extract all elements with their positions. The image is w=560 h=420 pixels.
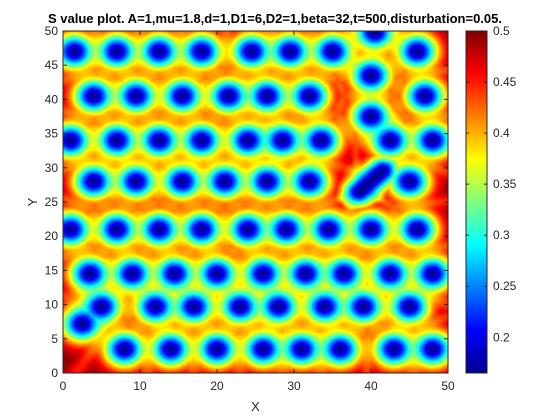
- colorbar-tick-label: 0.25: [493, 279, 517, 293]
- colorbar-frame: [465, 30, 488, 374]
- y-tick-label: 40: [45, 92, 59, 106]
- y-tick-label: 20: [45, 229, 59, 243]
- x-axis: 0 10 20 30 40 50: [60, 31, 455, 393]
- heatmap-image: [63, 31, 448, 373]
- y-axis: 0 5 10 15 20 25 30 35 40 45 50: [45, 24, 448, 380]
- colorbar: 0.2 0.25 0.3 0.35 0.4 0.45 0.5: [465, 24, 517, 374]
- chart-title: S value plot. A=1,mu=1.8,d=1,D1=6,D2=1,b…: [48, 11, 502, 26]
- x-tick-label: 50: [441, 379, 455, 393]
- x-tick-label: 30: [287, 379, 301, 393]
- y-tick-label: 10: [45, 298, 59, 312]
- colorbar-tick-label: 0.3: [493, 228, 510, 242]
- y-tick-label: 50: [45, 24, 59, 38]
- colorbar-gradient: [466, 31, 487, 373]
- y-axis-label: Y: [25, 197, 40, 206]
- x-tick-label: 10: [133, 379, 147, 393]
- x-tick-label: 0: [60, 379, 67, 393]
- colorbar-tick-label: 0.2: [493, 330, 510, 344]
- x-tick-label: 40: [364, 379, 378, 393]
- plot-area: [62, 30, 449, 374]
- y-tick-label: 25: [45, 195, 59, 209]
- y-tick-label: 45: [45, 58, 59, 72]
- colorbar-tick-label: 0.4: [493, 126, 510, 140]
- colorbar-tick-label: 0.5: [493, 24, 510, 38]
- colorbar-tick-label: 0.45: [493, 75, 517, 89]
- x-axis-label: X: [251, 399, 260, 414]
- y-tick-label: 35: [45, 127, 59, 141]
- colorbar-ticks: 0.2 0.25 0.3 0.35 0.4 0.45 0.5: [466, 24, 517, 344]
- y-tick-label: 30: [45, 161, 59, 175]
- y-tick-label: 0: [51, 366, 58, 380]
- y-tick-label: 5: [51, 332, 58, 346]
- x-tick-label: 20: [210, 379, 224, 393]
- y-tick-label: 15: [45, 263, 59, 277]
- colorbar-tick-label: 0.35: [493, 177, 517, 191]
